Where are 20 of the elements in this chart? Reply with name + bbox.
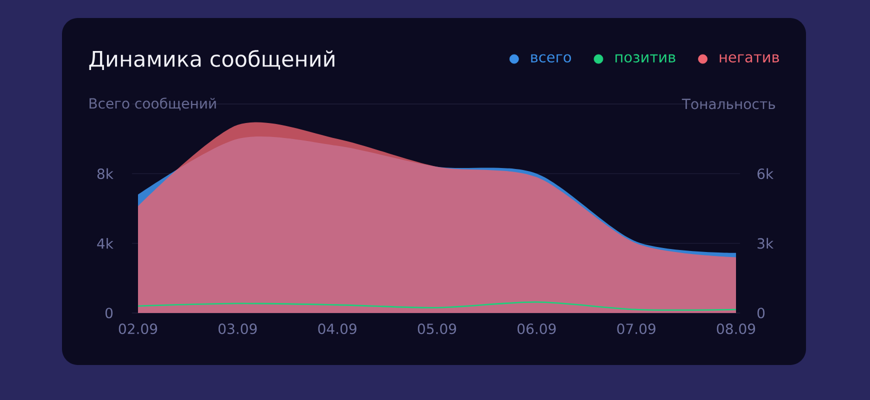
- y-tick-label: 0: [105, 308, 113, 318]
- y-axis-title: Всего сообщений: [90, 98, 216, 110]
- y-tick-label: 4k: [97, 238, 114, 249]
- x-tick-label: 08.09: [716, 324, 756, 334]
- x-tick-label: 03.09: [218, 324, 257, 334]
- y2-tick-label: 3k: [758, 238, 774, 249]
- legend-label: негатив: [720, 54, 779, 63]
- y2-tick-label: 6k: [758, 168, 774, 180]
- y2-tick-label: 0: [757, 308, 765, 318]
- legend-label: позитив: [616, 54, 676, 63]
- line-series: [137, 301, 737, 311]
- x-tick-label: 05.09: [418, 324, 456, 334]
- y2-axis-title: Тональность: [682, 98, 776, 110]
- chart-title: Динамика сообщений: [89, 50, 334, 70]
- legend-label: всего: [531, 54, 571, 63]
- x-tick-label: 06.09: [518, 324, 556, 334]
- x-tick-label: 02.09: [118, 324, 158, 334]
- x-tick-label: 07.09: [617, 324, 656, 334]
- x-tick-label: 04.09: [318, 324, 356, 334]
- y-tick-label: 8k: [97, 168, 114, 180]
